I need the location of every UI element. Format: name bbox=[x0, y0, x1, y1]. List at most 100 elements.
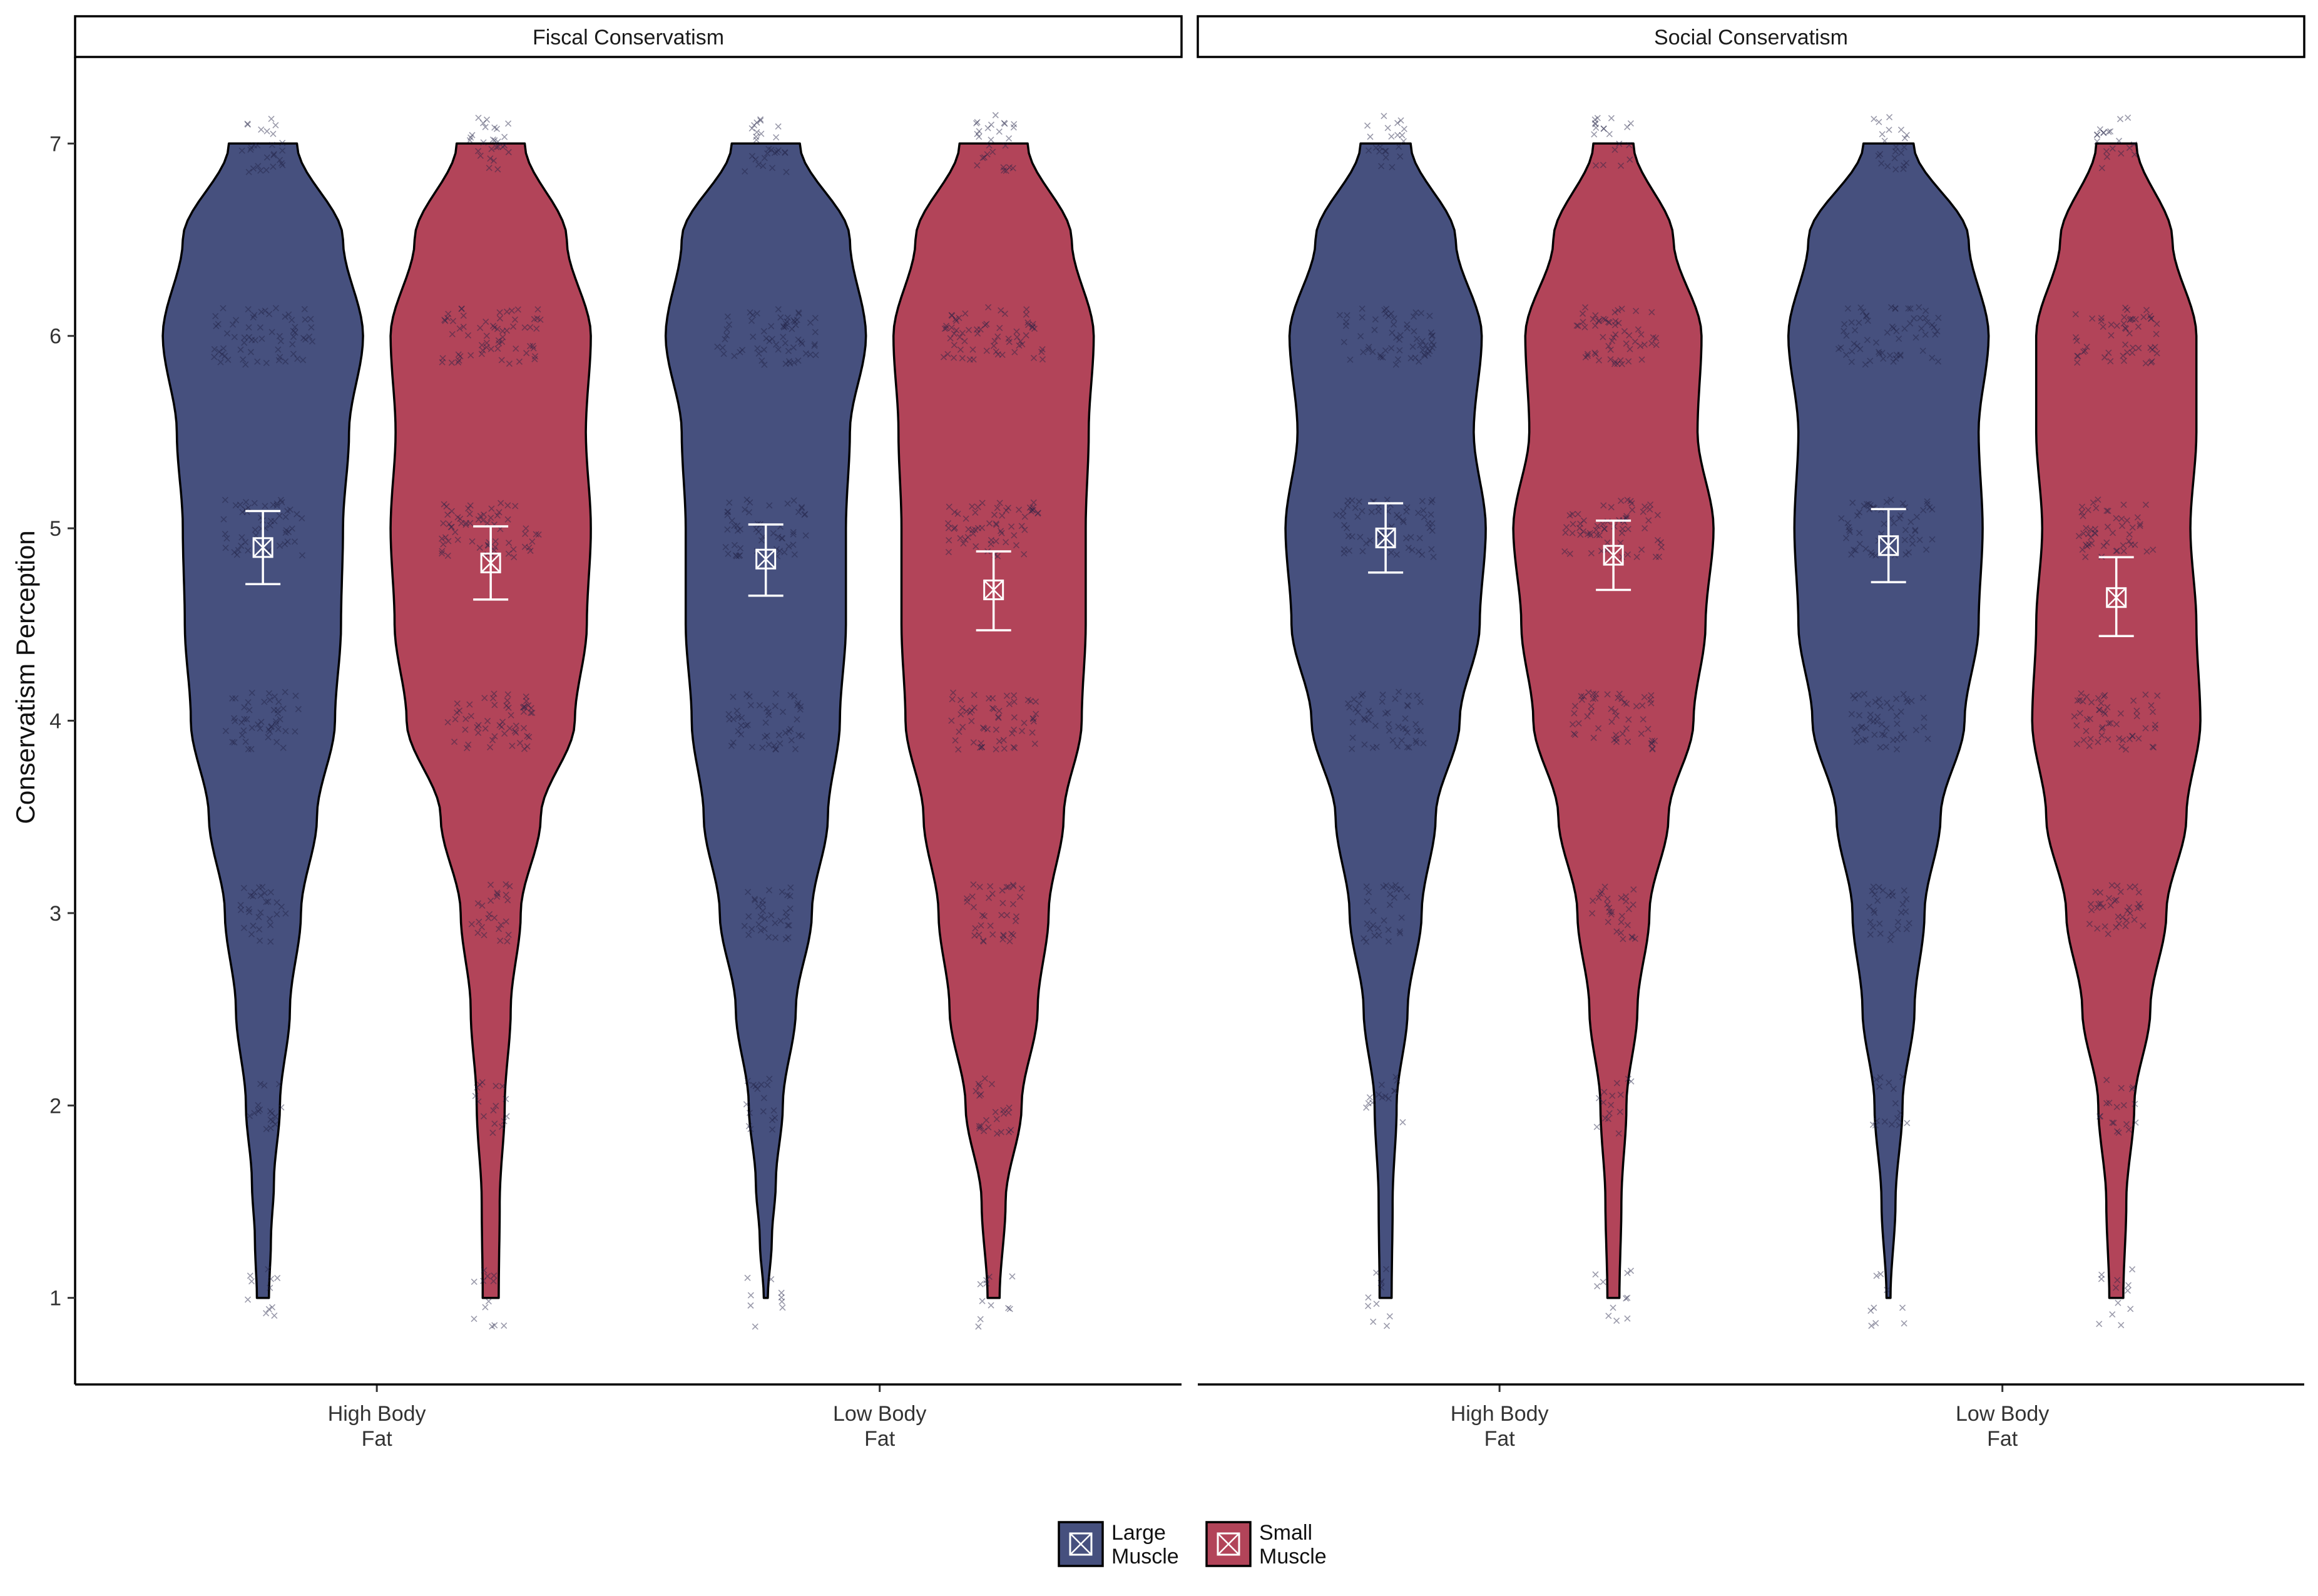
jitter-point bbox=[235, 546, 242, 553]
plot-panel-social bbox=[1284, 113, 2202, 1329]
jitter-point bbox=[475, 729, 482, 736]
jitter-point bbox=[2118, 150, 2125, 157]
jitter-point bbox=[491, 1120, 498, 1127]
jitter-point bbox=[232, 317, 240, 324]
jitter-point bbox=[733, 707, 740, 714]
jitter-point bbox=[529, 538, 536, 545]
jitter-point bbox=[1378, 1082, 1385, 1088]
jitter-point bbox=[1613, 732, 1620, 739]
jitter-point bbox=[795, 336, 802, 343]
jitter-point bbox=[724, 511, 731, 519]
jitter-point bbox=[1030, 499, 1037, 506]
jitter-point bbox=[965, 526, 972, 533]
jitter-point bbox=[1580, 693, 1587, 700]
jitter-point bbox=[981, 154, 988, 161]
jitter-point bbox=[1856, 319, 1862, 326]
jitter-point bbox=[951, 524, 958, 531]
jitter-point bbox=[2120, 320, 2127, 327]
jitter-point bbox=[454, 709, 461, 716]
jitter-point bbox=[223, 330, 231, 337]
jitter-point bbox=[302, 336, 309, 343]
jitter-point bbox=[792, 322, 799, 329]
jitter-point bbox=[1885, 892, 1892, 899]
jitter-point bbox=[950, 689, 957, 696]
violin bbox=[2031, 142, 2202, 1299]
jitter-point bbox=[973, 543, 979, 550]
jitter-point bbox=[1857, 724, 1864, 731]
jitter-point bbox=[241, 334, 248, 341]
jitter-point bbox=[2087, 735, 2094, 742]
jitter-point bbox=[1001, 310, 1009, 317]
jitter-point bbox=[2129, 349, 2136, 356]
legend-marker-cross bbox=[1217, 1533, 1240, 1555]
jitter-point bbox=[742, 722, 750, 729]
jitter-point bbox=[483, 332, 490, 339]
jitter-point bbox=[248, 931, 255, 938]
jitter-point bbox=[761, 361, 768, 368]
jitter-point bbox=[290, 350, 297, 357]
jitter-point bbox=[1624, 1269, 1631, 1276]
jitter-point bbox=[274, 707, 281, 714]
jitter-point bbox=[2073, 740, 2080, 747]
jitter-point bbox=[1594, 523, 1601, 529]
jitter-point bbox=[791, 551, 798, 558]
jitter-point bbox=[486, 165, 493, 171]
jitter-point bbox=[495, 926, 503, 933]
jitter-point bbox=[1876, 696, 1882, 703]
jitter-point bbox=[1570, 521, 1576, 528]
jitter-point bbox=[785, 922, 792, 929]
jitter-point bbox=[267, 522, 273, 529]
jitter-point bbox=[795, 310, 802, 317]
jitter-point bbox=[530, 345, 537, 352]
jitter-point bbox=[1403, 508, 1410, 515]
jitter-point bbox=[1623, 700, 1630, 707]
jitter-point bbox=[1853, 739, 1861, 745]
jitter-point bbox=[1608, 719, 1615, 725]
jitter-point bbox=[1021, 719, 1028, 727]
jitter-point bbox=[993, 726, 999, 733]
jitter-point bbox=[948, 324, 955, 331]
jitter-point bbox=[1606, 904, 1613, 911]
jitter-point bbox=[1398, 737, 1405, 744]
jitter-point bbox=[726, 499, 733, 506]
jitter-point bbox=[1623, 513, 1630, 519]
jitter-point bbox=[974, 162, 981, 169]
jitter-point bbox=[1000, 164, 1007, 171]
jitter-point bbox=[2079, 546, 2086, 553]
jitter-point bbox=[1618, 929, 1625, 936]
jitter-point bbox=[503, 881, 509, 888]
jitter-point bbox=[1648, 700, 1655, 707]
jitter-point bbox=[2147, 315, 2155, 322]
jitter-point bbox=[246, 1113, 253, 1120]
jitter-point bbox=[1612, 318, 1619, 325]
jitter-point bbox=[472, 1093, 479, 1100]
jitter-point bbox=[779, 535, 785, 541]
jitter-point bbox=[1350, 696, 1357, 703]
jitter-point bbox=[1404, 729, 1411, 736]
jitter-point bbox=[945, 524, 952, 531]
jitter-point bbox=[2098, 725, 2105, 732]
jitter-point bbox=[1624, 496, 1631, 503]
jitter-point bbox=[1023, 311, 1029, 318]
jitter-point bbox=[275, 357, 282, 364]
jitter-point bbox=[1344, 502, 1351, 509]
jitter-point bbox=[1006, 135, 1013, 142]
jitter-point bbox=[474, 929, 481, 936]
jitter-point bbox=[257, 725, 263, 732]
jitter-point bbox=[1396, 928, 1403, 935]
jitter-point bbox=[2096, 889, 2104, 896]
jitter-point bbox=[270, 151, 277, 158]
jitter-point bbox=[1851, 695, 1858, 702]
jitter-point bbox=[1591, 322, 1599, 329]
jitter-point bbox=[773, 341, 780, 348]
jitter-point bbox=[2125, 1282, 2132, 1289]
x-tick-label: High Body Fat bbox=[328, 1402, 426, 1451]
jitter-point bbox=[1414, 692, 1421, 699]
jitter-point bbox=[1388, 884, 1395, 891]
jitter-point bbox=[1364, 122, 1371, 129]
jitter-point bbox=[2134, 514, 2141, 521]
jitter-point bbox=[994, 333, 1001, 340]
jitter-point bbox=[266, 916, 273, 923]
jitter-point bbox=[1396, 336, 1403, 343]
jitter-point bbox=[1017, 338, 1024, 345]
